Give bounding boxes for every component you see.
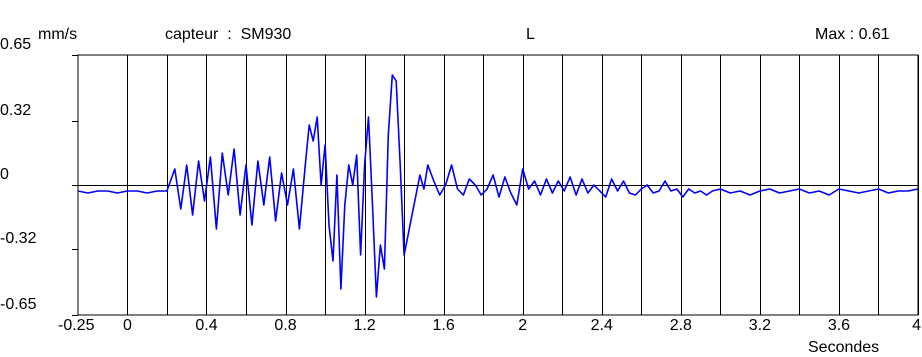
x-tick-label: 1.6 [432, 317, 455, 334]
y-tick-label: 0.32 [0, 102, 32, 119]
y-tick-label: 0.65 [0, 36, 32, 53]
max-label: Max : 0.61 [815, 26, 890, 43]
series-line [77, 74, 919, 298]
x-tick-label: 0 [122, 317, 132, 334]
y-tick-label: -0.32 [0, 230, 37, 247]
x-tick-label: 3.2 [748, 317, 771, 334]
y-tick-label: 0 [0, 166, 9, 183]
y-unit-label: mm/s [38, 26, 78, 43]
x-tick-label: 2 [518, 317, 528, 334]
sensor-label: capteur : SM930 [165, 26, 292, 43]
x-tick-label: 4 [912, 317, 921, 334]
y-tick-marks [72, 55, 78, 316]
x-tick-label: 0.8 [274, 317, 297, 334]
x-tick-label: 1.2 [353, 317, 376, 334]
channel-label: L [526, 26, 535, 43]
x-tick-label: -0.25 [58, 317, 95, 334]
x-tick-label: 0.4 [195, 317, 218, 334]
y-tick-label: -0.65 [0, 296, 37, 313]
x-tick-label: 2.8 [669, 317, 692, 334]
x-axis-title: Secondes [808, 339, 880, 356]
plot-frame [77, 54, 919, 316]
x-tick-label: 3.6 [827, 317, 851, 334]
x-tick-label: 2.4 [590, 317, 613, 334]
